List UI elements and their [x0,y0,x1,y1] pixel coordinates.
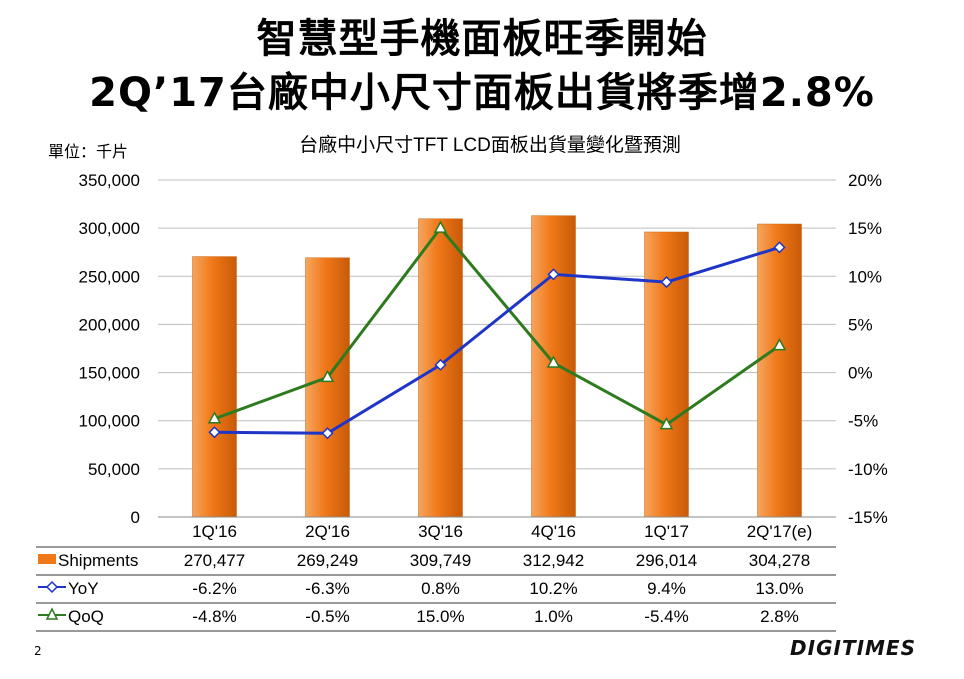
data-table-cell: 296,014 [636,551,697,570]
point-yoy [773,241,786,254]
line-qoq [213,225,781,427]
data-table-cell: 10.2% [529,579,577,598]
left-axis-tick: 200,000 [79,315,140,334]
bar-shipments [305,257,350,518]
category-label: 4Q'16 [531,522,576,541]
data-table-cell: 2.8% [760,607,799,626]
data-table-cell: 270,477 [184,551,245,570]
left-axis-tick: 150,000 [79,364,140,383]
category-label: 1Q'16 [192,522,237,541]
right-axis-tick: 15% [848,219,882,238]
point-qoq [546,355,561,368]
point-qoq [320,369,335,383]
data-table-cell: 309,749 [410,551,471,570]
point-yoy [208,426,221,439]
data-table-cell: -5.4% [644,607,688,626]
data-table-cell: 9.4% [647,579,686,598]
data-table-cell: -4.8% [192,607,236,626]
bar-shipments [757,223,802,518]
data-table-cell: 0.8% [421,579,460,598]
point-qoq [433,220,448,233]
category-label: 2Q'16 [305,522,350,541]
point-yoy [660,276,673,289]
data-table-cell: 269,249 [297,551,358,570]
right-axis-tick: 5% [848,315,873,334]
unit-label: 單位：千片 [48,143,128,161]
legend-marker-qoq [45,607,59,620]
point-qoq [772,338,787,351]
page-title: 智慧型手機面板旺季開始 [256,16,708,62]
data-table-cell: 13.0% [755,579,803,598]
data-table-cell: -0.5% [305,607,349,626]
digitimes-logo: DIGITIMES [790,636,916,660]
right-axis-tick: 10% [848,267,882,286]
bar-shipments [644,231,689,518]
data-table-cell: -6.3% [305,579,349,598]
left-axis-tick: 50,000 [88,460,140,479]
left-axis-tick: 350,000 [79,171,140,190]
page-number: 2 [34,644,42,658]
category-label: 2Q'17(e) [747,522,813,541]
point-yoy [434,358,447,371]
legend-label-yoy: YoY [68,579,99,598]
data-table-cell: 312,942 [523,551,584,570]
data-table-cell: -6.2% [192,579,236,598]
bar-shipments [192,256,237,518]
left-axis-tick: 100,000 [79,412,140,431]
point-qoq [659,417,674,430]
legend-marker-yoy [45,580,59,594]
legend-key-shipments [38,554,56,564]
point-yoy [547,268,560,281]
right-axis-tick: -5% [848,412,878,431]
right-axis-tick: 0% [848,364,873,383]
right-axis-tick: -15% [848,508,888,527]
page-subtitle: 2Q’17台廠中小尺寸面板出貨將季增2.8% [89,70,875,116]
data-table-cell: 304,278 [749,551,810,570]
right-axis-tick: 20% [848,171,882,190]
point-yoy [321,427,334,440]
left-axis-tick: 300,000 [79,219,140,238]
category-label: 1Q'17 [644,522,689,541]
line-yoy [214,245,780,435]
data-table-cell: 1.0% [534,607,573,626]
left-axis-tick: 250,000 [79,267,140,286]
data-table-cell: 15.0% [416,607,464,626]
right-axis-tick: -10% [848,460,888,479]
legend-label-shipments: Shipments [58,551,138,570]
category-label: 3Q'16 [418,522,463,541]
point-qoq [207,411,222,424]
chart-title: 台廠中小尺寸TFT LCD面板出貨量變化暨預測 [299,133,681,156]
left-axis-tick: 0 [131,508,140,527]
legend-label-qoq: QoQ [68,607,104,626]
